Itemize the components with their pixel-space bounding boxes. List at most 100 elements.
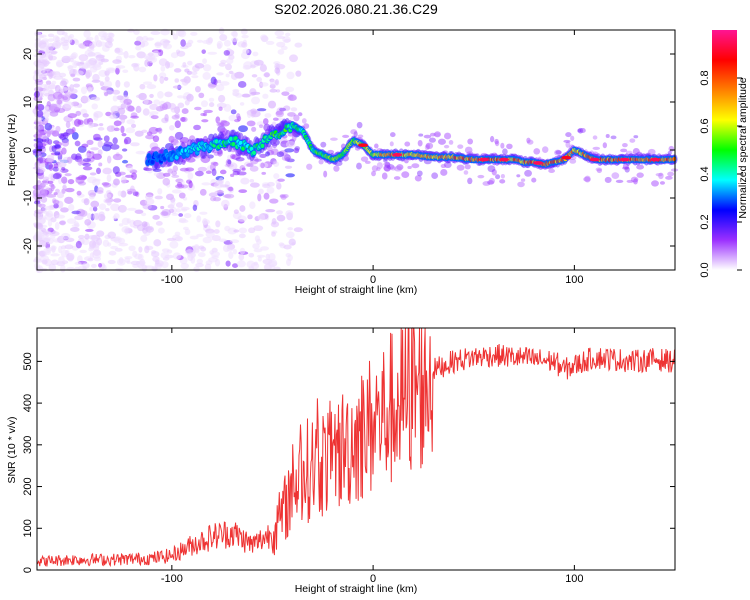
spectrogram-speckle <box>72 77 81 82</box>
snr-y-tick-label: 400 <box>22 394 34 412</box>
spectrogram-speckle <box>86 176 97 184</box>
spectrogram-speckle <box>74 70 84 76</box>
spectrogram-speckle <box>232 248 238 255</box>
spectrogram-speckle <box>93 111 104 118</box>
spectrogram-speckle <box>274 30 285 37</box>
spectrogram-speckle <box>371 170 376 177</box>
spectrogram-speckle <box>246 110 252 119</box>
spectrogram-speckle <box>495 174 501 180</box>
spectrogram-speckle <box>177 102 185 109</box>
spectrogram-speckle <box>274 78 280 86</box>
spectrogram-speckle <box>149 93 154 98</box>
spectrogram-speckle <box>81 238 90 246</box>
spectrogram-speckle <box>232 263 239 268</box>
spectrogram-speckle <box>610 135 617 140</box>
spectrogram-speckle <box>517 181 525 188</box>
spectrogram-speckle <box>285 252 291 258</box>
spectrogram-speckle <box>171 114 180 120</box>
spectrogram-x-axis: -100 0 100 <box>161 30 584 286</box>
spectrogram-speckle <box>464 146 473 154</box>
spectrogram-speckle <box>186 70 193 75</box>
spectrogram-speckle <box>175 208 181 213</box>
spectrogram-y-tick-label: -10 <box>22 190 34 206</box>
spectrogram-speckle <box>48 163 54 171</box>
spectrogram-speckle <box>113 178 120 186</box>
spectrogram-speckle <box>286 71 295 80</box>
spectrogram-speckle <box>44 205 54 211</box>
spectrogram-speckle <box>45 80 52 85</box>
spectrogram-speckle <box>273 173 280 179</box>
spectrogram-speckle <box>90 147 99 151</box>
spectrogram-speckle <box>667 171 675 177</box>
spectrogram-speckle <box>161 248 170 253</box>
spectrogram-speckle <box>248 227 256 234</box>
spectrogram-speckle <box>107 259 116 265</box>
spectrogram-speckle <box>36 68 46 74</box>
spectrogram-speckle <box>443 144 450 149</box>
spectrogram-speckle <box>61 166 66 171</box>
spectrogram-speckle <box>153 172 159 177</box>
spectrogram-speckle <box>79 209 88 217</box>
spectrogram-speckle <box>42 111 50 119</box>
spectrogram-speckle <box>209 250 214 255</box>
spectrogram-speckle <box>394 165 402 172</box>
spectrogram-speckle <box>144 245 150 254</box>
spectrogram-speckle <box>633 135 639 139</box>
spectrogram-speckle <box>257 214 266 221</box>
spectrogram-speckle <box>160 65 166 72</box>
spectrogram-speckle <box>526 139 534 145</box>
spectrogram-speckle <box>75 240 82 249</box>
spectrogram-speckle <box>275 110 283 116</box>
spectrogram-speckle <box>164 91 173 98</box>
spectrogram-speckle <box>53 192 58 196</box>
spectrogram-speckle <box>75 110 81 116</box>
spectrogram-speckle <box>182 226 189 231</box>
spectrogram-speckle <box>176 95 185 99</box>
spectrogram-speckle <box>103 193 112 200</box>
spectrogram-speckle <box>184 228 191 236</box>
spectrogram-speckle <box>283 244 292 250</box>
spectrogram-speckle <box>106 200 112 206</box>
spectrogram-speckle <box>69 84 74 92</box>
spectrogram-speckle <box>390 132 396 138</box>
spectrogram-speckle <box>44 123 53 131</box>
spectrogram-speckle <box>46 194 57 198</box>
spectrogram-speckle <box>34 31 42 37</box>
spectrogram-speckle <box>381 172 388 180</box>
spectrogram-speckle <box>243 61 253 70</box>
spectrogram-speckle <box>36 110 44 118</box>
spectrogram-speckle <box>94 34 99 43</box>
spectrogram-speckle <box>112 95 118 102</box>
spectrogram-speckle <box>34 192 42 198</box>
snr-x-axis: -100 0 100 <box>161 328 584 585</box>
spectrogram-speckle <box>33 138 44 142</box>
spectrogram-speckle <box>34 86 44 93</box>
spectrogram-speckle <box>636 172 644 178</box>
spectrogram-speckle <box>356 162 362 170</box>
spectrogram-speckle <box>127 28 135 33</box>
spectrogram-speckle <box>266 186 275 194</box>
spectrogram-speckle <box>50 217 57 223</box>
spectrogram-speckle <box>153 74 158 82</box>
spectrogram-speckle <box>237 215 247 222</box>
spectrogram-speckle <box>196 233 204 237</box>
spectrogram-speckle <box>194 170 204 177</box>
spectrogram-speckle <box>106 32 114 38</box>
spectrogram-speckle <box>161 41 170 47</box>
spectrogram-speckle <box>464 164 471 170</box>
spectrogram-speckle <box>186 93 194 102</box>
spectrogram-speckle <box>93 244 100 252</box>
spectrogram-speckle <box>117 51 125 56</box>
spectrogram-speckle <box>142 108 150 116</box>
spectrogram-speckle <box>396 164 404 171</box>
spectrogram-speckle <box>294 146 300 151</box>
spectrogram-ridge-core <box>150 159 155 165</box>
spectrogram-speckle <box>364 160 371 164</box>
spectrogram-speckle <box>295 70 302 77</box>
spectrogram-speckle <box>384 161 391 169</box>
spectrogram-speckle <box>250 64 256 69</box>
spectrogram-speckle <box>139 40 149 47</box>
spectrogram-speckle <box>61 31 68 36</box>
spectrogram-speckle <box>216 121 222 127</box>
